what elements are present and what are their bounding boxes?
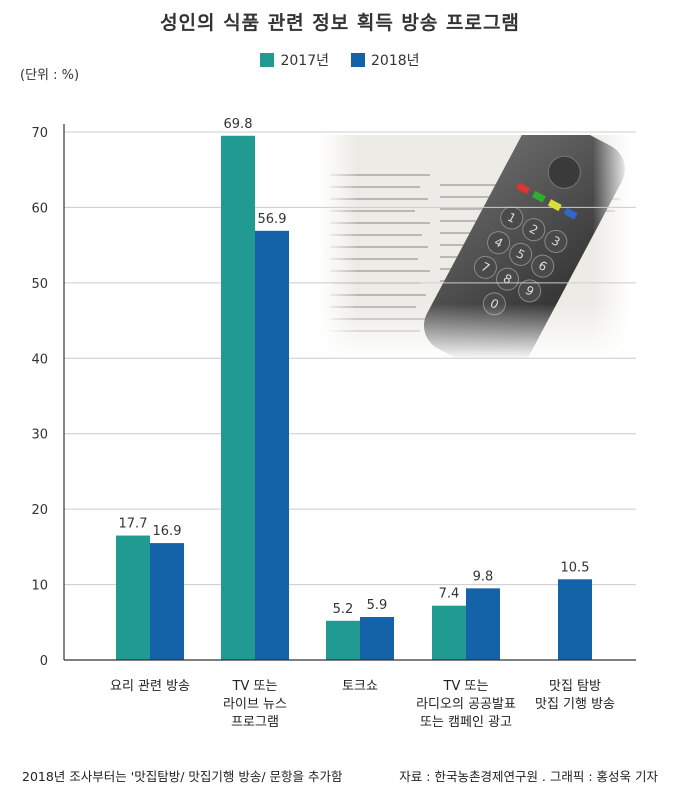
- x-category-label: TV 또는: [232, 679, 278, 694]
- data-label: 7.4: [439, 587, 460, 602]
- x-category-label: 라이브 뉴스: [223, 697, 287, 712]
- data-label: 56.9: [258, 212, 287, 227]
- x-category-label: 맛집 기행 방송: [535, 696, 615, 712]
- legend-label-2017: 2017년: [280, 53, 329, 69]
- bar-2018년-1: [255, 230, 289, 660]
- x-category-label: 라디오의 공공발표: [416, 697, 516, 712]
- data-label: 69.8: [224, 117, 253, 132]
- bar-2017년-3: [432, 605, 466, 660]
- bar-2017년-1: [221, 135, 255, 660]
- y-tick-label: 30: [31, 428, 48, 443]
- data-label: 5.9: [367, 598, 388, 613]
- bar-2017년-2: [326, 620, 360, 660]
- legend-swatch-2018: [351, 53, 365, 67]
- x-category-label: 또는 캠페인 광고: [420, 715, 512, 730]
- y-tick-label: 60: [31, 201, 48, 216]
- source-credit: 자료 : 한국농촌경제연구원 . 그래픽 : 홍성욱 기자: [399, 769, 658, 784]
- footnote: 2018년 조사부터는 '맛집탐방/ 맛집기행 방송/ 문항을 추가함: [22, 769, 343, 784]
- legend: 2017년 2018년: [0, 50, 680, 70]
- legend-item-2017: 2017년: [260, 50, 329, 70]
- legend-item-2018: 2018년: [351, 50, 420, 70]
- x-category-label: 프로그램: [231, 715, 279, 730]
- unit-label: (단위 : %): [20, 68, 80, 83]
- x-category-label: 요리 관련 방송: [110, 679, 190, 694]
- data-label: 5.2: [333, 602, 354, 617]
- legend-swatch-2017: [260, 53, 275, 67]
- data-label: 17.7: [119, 517, 148, 532]
- bar-2018년-0: [150, 543, 184, 660]
- chart-title: 성인의 식품 관련 정보 획득 방송 프로그램: [160, 12, 520, 34]
- x-category-label: TV 또는: [443, 679, 489, 694]
- bar-2018년-3: [466, 588, 500, 660]
- x-category-label: 맛집 탐방: [549, 679, 601, 694]
- y-tick-label: 10: [31, 579, 48, 594]
- legend-label-2018: 2018년: [371, 53, 420, 69]
- y-tick-label: 50: [31, 277, 48, 292]
- bar-2017년-0: [116, 535, 150, 660]
- y-tick-label: 0: [40, 654, 48, 669]
- data-label: 10.5: [561, 560, 590, 575]
- bar-2018년-2: [360, 617, 394, 660]
- y-tick-label: 40: [31, 352, 48, 367]
- y-tick-label: 20: [31, 503, 48, 518]
- x-category-label: 토크쇼: [342, 679, 378, 694]
- y-tick-label: 70: [31, 126, 48, 141]
- data-label: 16.9: [153, 524, 182, 539]
- bar-2018년-4: [558, 579, 592, 660]
- data-label: 9.8: [473, 569, 494, 584]
